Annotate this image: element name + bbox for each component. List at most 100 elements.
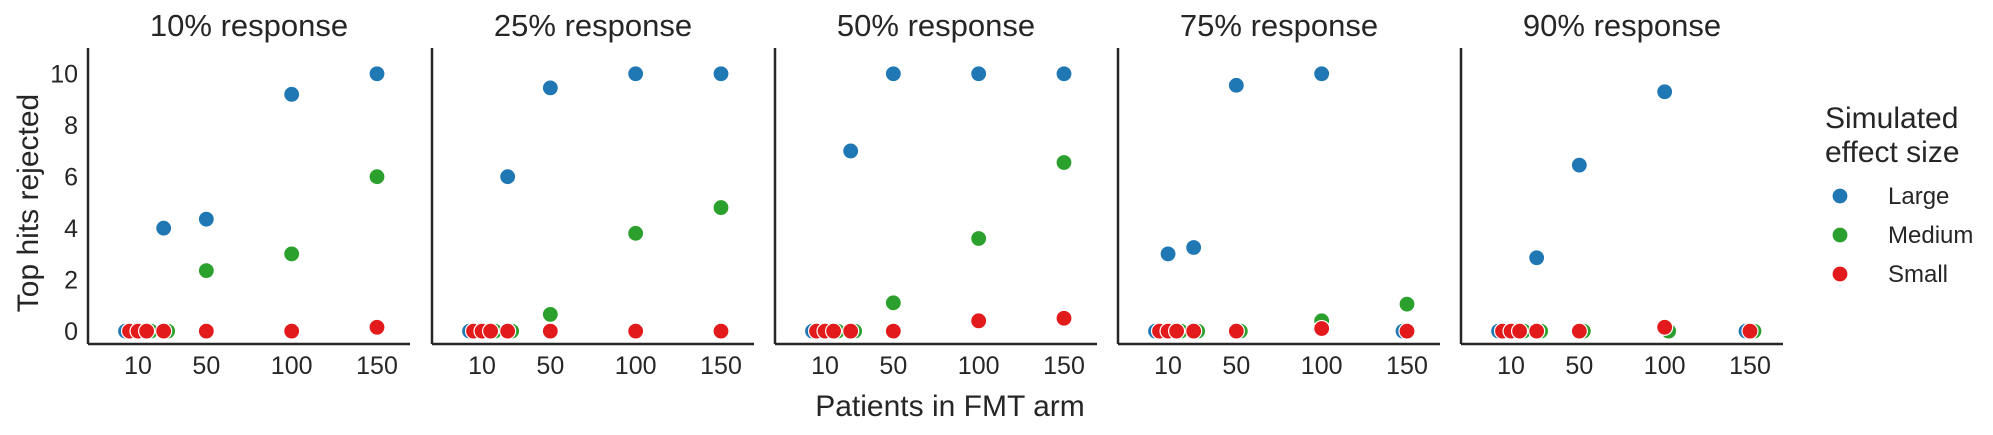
point-small [197,322,215,340]
x-tick-label: 100 [1301,352,1343,380]
x-tick-label: 150 [700,352,742,380]
point-large [283,85,301,103]
point-small [1741,322,1759,340]
point-small [970,312,988,330]
y-tick-label: 0 [64,318,78,346]
point-small [1528,322,1546,340]
point-small [1656,318,1674,336]
y-tick-label: 2 [64,267,78,295]
point-large [197,210,215,228]
x-tick-label: 100 [271,352,313,380]
y-tick-label: 4 [64,215,78,243]
point-medium [368,168,386,186]
point-large [1313,65,1331,83]
point-small [368,318,386,336]
x-tick-label: 50 [192,352,220,380]
point-medium [1055,153,1073,172]
legend-label-medium: Medium [1888,222,1973,249]
point-large [499,168,517,186]
panel-3: 50% response 10 50 100 150 [773,8,1097,380]
x-tick-label: 50 [536,352,564,380]
x-tick-label: 10 [811,352,839,380]
x-tick-label: 10 [1154,352,1182,380]
y-tick-label: 6 [64,164,78,192]
x-tick-label: 150 [1043,352,1085,380]
point-medium [541,305,559,323]
point-small [155,322,173,340]
point-small [482,322,500,340]
point-small [842,322,860,340]
point-small [1313,319,1331,338]
point-medium [197,262,215,280]
point-large [368,65,386,83]
x-tick-label: 50 [1222,352,1250,380]
point-small [712,322,730,340]
point-large [712,65,730,83]
point-medium [1398,295,1416,313]
x-tick-label: 10 [1497,352,1525,380]
point-small [627,322,645,340]
point-large [1159,245,1177,263]
x-tick-label: 10 [468,352,496,380]
legend-title: effect size [1825,136,1960,169]
panel-5: 90% response 10 50 100 150 [1459,8,1783,380]
point-small [1185,322,1203,340]
point-large [842,142,860,160]
panel-4: 75% response 10 50 100 150 [1116,8,1440,380]
point-small [1510,322,1529,340]
point-small [1398,322,1416,340]
panel-title: 75% response [1180,8,1378,43]
x-tick-label: 10 [124,352,152,380]
panel-title: 25% response [494,8,692,43]
panel-title: 90% response [1523,8,1721,43]
point-small [283,322,301,340]
legend-marker-small [1831,265,1849,283]
point-small [499,322,517,340]
x-tick-label: 100 [958,352,1000,380]
panel-title: 50% response [837,8,1035,43]
point-large [1185,238,1203,257]
x-tick-label: 100 [1644,352,1686,380]
point-medium [970,229,988,248]
legend-label-large: Large [1888,183,1949,210]
point-small [884,322,902,340]
legend-label-small: Small [1888,261,1948,288]
point-large [627,65,645,83]
x-tick-label: 50 [879,352,907,380]
panel-title: 10% response [150,8,348,43]
x-tick-label: 50 [1565,352,1593,380]
point-medium [884,294,902,312]
point-small [541,322,559,340]
point-large [1227,76,1245,94]
legend-marker-large [1831,187,1849,205]
point-medium [283,245,301,263]
point-large [1528,249,1546,267]
point-small [1227,322,1245,340]
point-large [1055,65,1073,83]
x-axis-label: Patients in FMT arm [815,390,1085,423]
legend-title: Simulated [1825,102,1958,135]
y-tick-label: 8 [64,112,78,140]
point-small [824,322,843,340]
point-large [884,65,902,83]
point-large [970,65,988,83]
point-large [155,219,173,237]
point-small [1167,322,1186,340]
x-tick-label: 100 [615,352,657,380]
y-axis-label: Top hits rejected [12,94,45,312]
panel-2: 25% response 10 50 100 150 [430,8,754,380]
point-large [1570,156,1588,174]
x-tick-label: 150 [356,352,398,380]
point-medium [627,224,645,242]
x-tick-label: 150 [1729,352,1771,380]
point-large [1656,83,1674,101]
legend-marker-medium [1831,226,1849,244]
x-tick-label: 150 [1386,352,1428,380]
point-large [541,79,559,97]
panel-1: 10% response 0 2 4 6 8 10 10 50 100 150 [50,8,410,380]
point-small [1055,309,1073,327]
point-small [138,322,156,340]
